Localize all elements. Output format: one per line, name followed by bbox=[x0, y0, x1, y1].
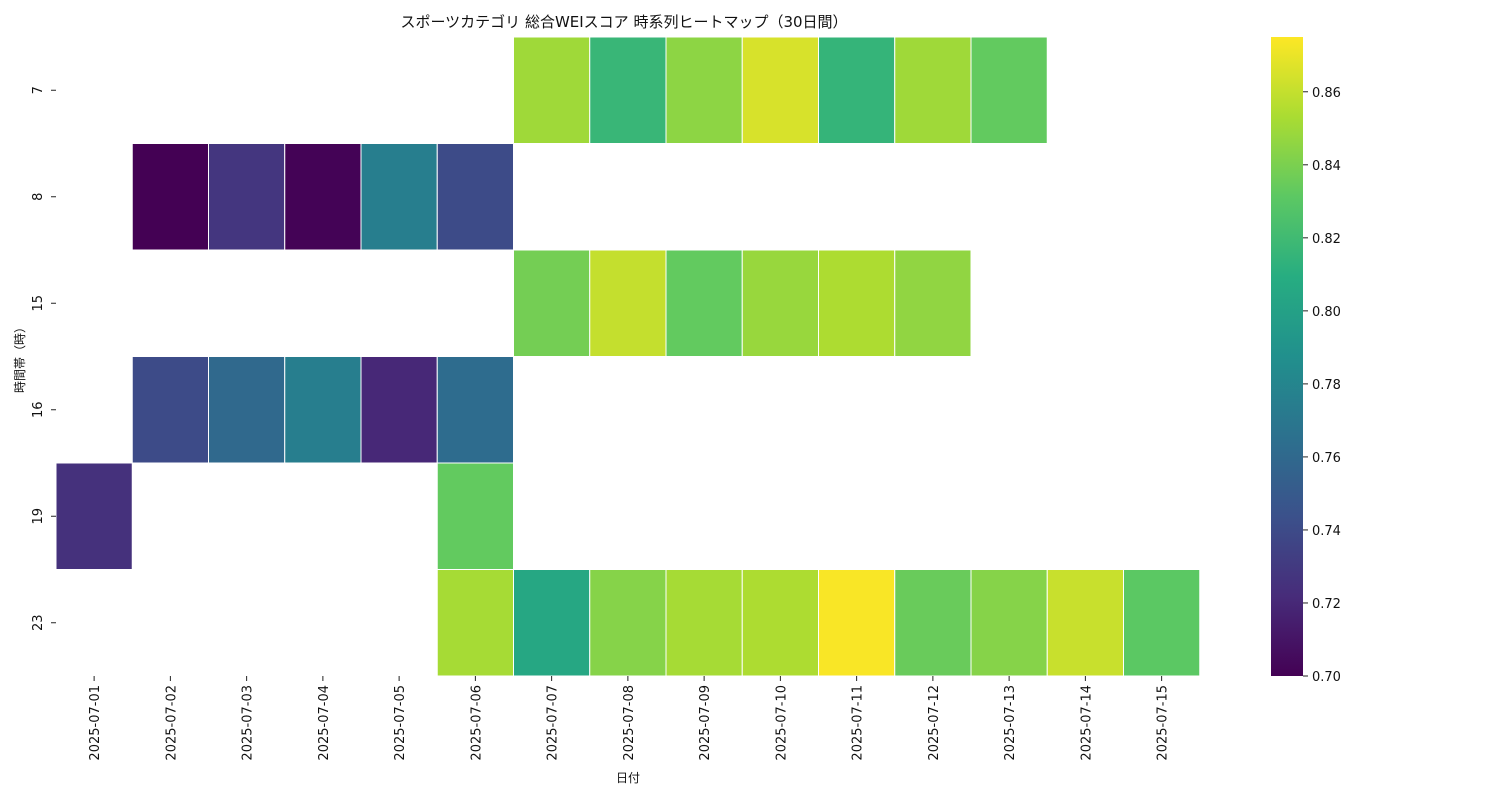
x-axis-ticks: 2025-07-01 2025-07-02 2025-07-03 2025-07-04… bbox=[88, 676, 1171, 761]
x-tick-label: 2025-07-01 bbox=[88, 685, 103, 761]
colorbar-tick-label: 0.74 bbox=[1312, 524, 1341, 539]
heatmap-cell bbox=[208, 143, 286, 251]
y-tick-label: 19 bbox=[31, 508, 46, 525]
heatmap-cell bbox=[589, 36, 667, 144]
colorbar-tick-label: 0.82 bbox=[1312, 232, 1341, 247]
chart-title: スポーツカテゴリ 総合WEIスコア 時系列ヒートマップ（30日間） bbox=[400, 13, 847, 31]
y-tick-label: 8 bbox=[31, 193, 46, 201]
x-tick-label: 2025-07-13 bbox=[1003, 685, 1018, 761]
colorbar-tick-label: 0.80 bbox=[1312, 305, 1341, 320]
colorbar-tick-label: 0.86 bbox=[1312, 86, 1341, 101]
heatmap-cell bbox=[970, 36, 1048, 144]
y-tick-label: 23 bbox=[31, 614, 46, 631]
heatmap-cell bbox=[513, 249, 591, 357]
x-tick-label: 2025-07-06 bbox=[469, 685, 484, 761]
x-tick-label: 2025-07-05 bbox=[393, 685, 408, 761]
heatmap-cell bbox=[741, 249, 819, 357]
heatmap-cell bbox=[284, 143, 362, 251]
heatmap-cell bbox=[436, 143, 514, 251]
heatmap-cell bbox=[741, 36, 819, 144]
heatmap-cell bbox=[818, 569, 896, 677]
heatmap-cell bbox=[360, 356, 438, 464]
y-tick-label: 16 bbox=[31, 401, 46, 418]
heatmap-cell bbox=[818, 36, 896, 144]
x-tick-label: 2025-07-08 bbox=[622, 685, 637, 761]
heatmap-cell bbox=[513, 36, 591, 144]
heatmap-cells bbox=[55, 36, 1201, 677]
heatmap-cell bbox=[513, 569, 591, 677]
heatmap-cell bbox=[131, 356, 209, 464]
heatmap-cell bbox=[665, 249, 743, 357]
y-axis-ticks: 7 8 15 16 19 23 bbox=[31, 86, 56, 631]
colorbar-tick-label: 0.84 bbox=[1312, 159, 1341, 174]
heatmap-cell bbox=[589, 249, 667, 357]
heatmap-cell bbox=[970, 569, 1048, 677]
x-tick-label: 2025-07-07 bbox=[546, 685, 561, 761]
heatmap-cell bbox=[284, 356, 362, 464]
x-tick-label: 2025-07-14 bbox=[1079, 685, 1094, 761]
heatmap-cell bbox=[818, 249, 896, 357]
heatmap-cell bbox=[131, 143, 209, 251]
heatmap-cell bbox=[894, 569, 972, 677]
heatmap-cell bbox=[665, 569, 743, 677]
x-tick-label: 2025-07-10 bbox=[774, 685, 789, 761]
heatmap-cell bbox=[436, 569, 514, 677]
x-tick-label: 2025-07-11 bbox=[851, 685, 866, 761]
colorbar-tick-label: 0.78 bbox=[1312, 378, 1341, 393]
heatmap-cell bbox=[436, 462, 514, 570]
colorbar-tick-label: 0.76 bbox=[1312, 451, 1341, 466]
colorbar-tick-label: 0.72 bbox=[1312, 597, 1341, 612]
x-tick-label: 2025-07-04 bbox=[317, 685, 332, 761]
x-tick-label: 2025-07-12 bbox=[927, 685, 942, 761]
heatmap-cell bbox=[55, 462, 133, 570]
heatmap-cell bbox=[665, 36, 743, 144]
y-tick-label: 7 bbox=[31, 86, 46, 94]
x-tick-label: 2025-07-02 bbox=[164, 685, 179, 761]
y-axis-label: 時間帯（時） bbox=[13, 321, 27, 393]
heatmap-cell bbox=[894, 36, 972, 144]
colorbar-tick-label: 0.70 bbox=[1312, 670, 1341, 685]
colorbar-ticks: 0.70 0.72 0.74 0.76 0.78 0.80 0.82 0.84 0.86 bbox=[1303, 86, 1341, 685]
heatmap-cell bbox=[436, 356, 514, 464]
heatmap-cell bbox=[741, 569, 819, 677]
x-tick-label: 2025-07-03 bbox=[241, 685, 256, 761]
heatmap-cell bbox=[1046, 569, 1124, 677]
x-tick-label: 2025-07-09 bbox=[698, 685, 713, 761]
x-tick-label: 2025-07-15 bbox=[1156, 685, 1171, 761]
y-tick-label: 15 bbox=[31, 295, 46, 312]
heatmap-cell bbox=[894, 249, 972, 357]
heatmap-cell bbox=[1123, 569, 1201, 677]
x-axis-label: 日付 bbox=[616, 771, 640, 785]
heatmap-cell bbox=[208, 356, 286, 464]
colorbar bbox=[1271, 37, 1303, 676]
heatmap-cell bbox=[360, 143, 438, 251]
heatmap-cell bbox=[589, 569, 667, 677]
